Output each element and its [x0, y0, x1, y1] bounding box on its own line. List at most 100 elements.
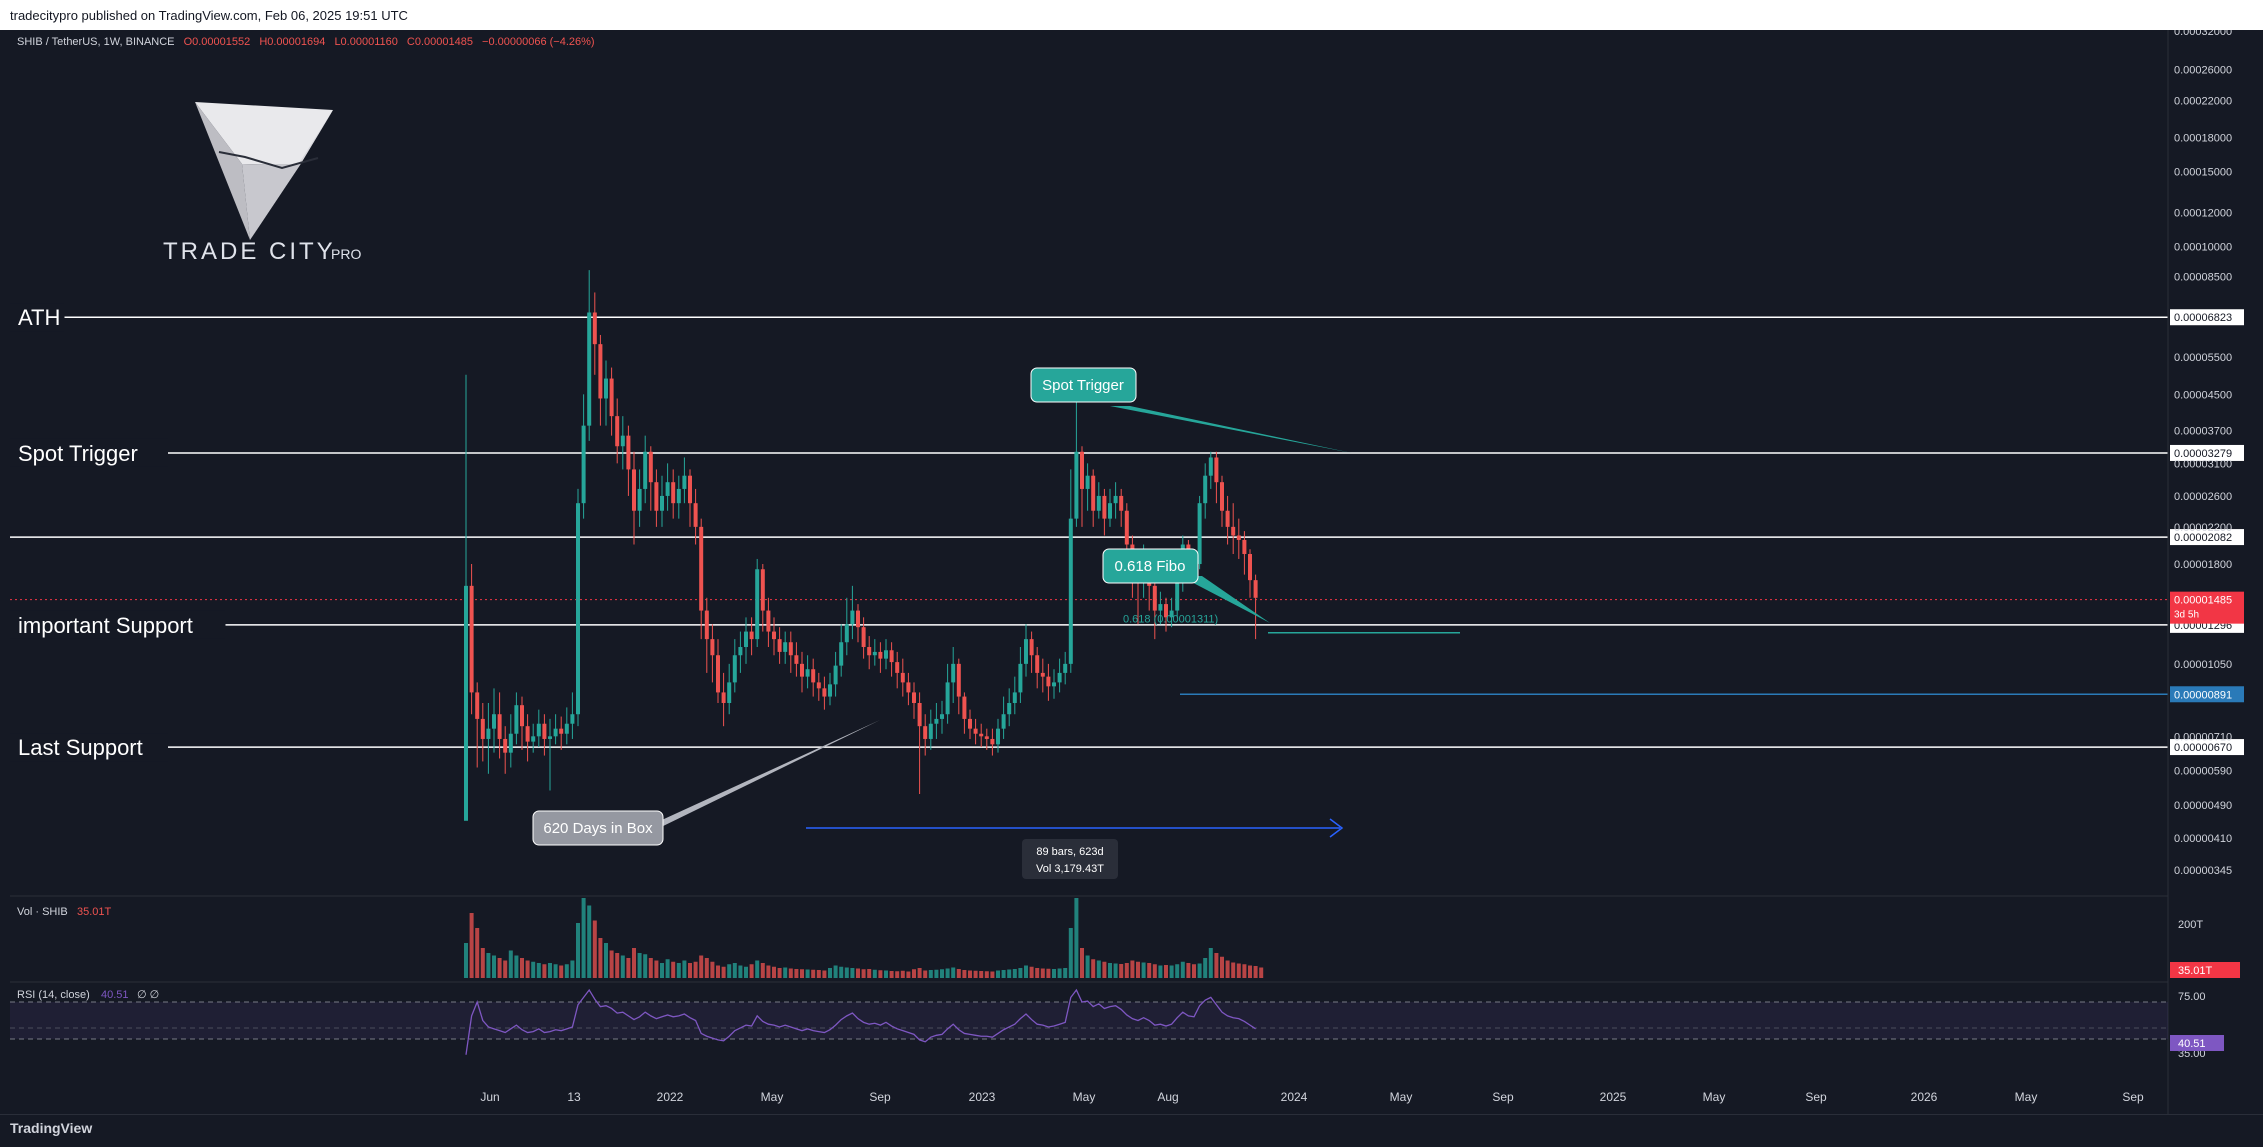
time-axis[interactable]: Jun 13 2022 May Sep 2023 May Aug 2024 May Sep 2025 M…	[480, 1090, 2144, 1104]
volume-bar	[1253, 966, 1258, 978]
price-tick-label: 0.00004500	[2174, 389, 2232, 401]
time-tick-label: 2022	[657, 1090, 684, 1104]
volume-bar	[917, 968, 922, 978]
candle-up	[1052, 682, 1056, 687]
volume-bar	[553, 964, 558, 978]
candle-down	[984, 736, 989, 739]
volume-bar	[581, 898, 586, 978]
rsi-flags: ∅ ∅	[137, 989, 159, 1001]
candle-down	[800, 663, 804, 677]
volume-bar	[469, 913, 474, 978]
candle-down	[777, 639, 782, 652]
candle-down	[469, 585, 474, 693]
rsi-pane[interactable]: RSI (14, close) 40.51 ∅ ∅ 75.00 35.00 40…	[10, 988, 2224, 1060]
volume-bar	[1175, 964, 1180, 978]
volume-bar	[1242, 964, 1247, 978]
volume-bar	[928, 970, 933, 978]
price-tick-label: 0.00005500	[2174, 352, 2232, 364]
candle-down	[704, 610, 709, 640]
time-tick-label: May	[1073, 1090, 1096, 1104]
ohlc-high: H0.00001694	[259, 36, 325, 48]
candle-up	[1158, 604, 1163, 611]
volume-bar	[1164, 965, 1168, 978]
tradingview-logo[interactable]: TradingView	[10, 1120, 92, 1136]
candle-up	[1175, 580, 1180, 611]
candle-down	[889, 650, 894, 663]
candle-up	[940, 714, 944, 719]
volume-bar	[800, 969, 804, 978]
volume-value: 35.01T	[77, 906, 112, 918]
publish-header-text: tradecitypro published on TradingView.co…	[10, 8, 408, 23]
volume-bar	[900, 970, 905, 978]
candle-down	[648, 451, 653, 483]
rsi-line	[465, 988, 1256, 1055]
candle-down	[721, 692, 726, 703]
volume-bar	[1113, 963, 1118, 978]
candle-down	[822, 688, 827, 697]
price-tick-label: 0.00000410	[2174, 833, 2232, 845]
candle-up	[637, 488, 642, 511]
volume-bar	[587, 905, 592, 978]
price-axis[interactable]: 0.00032000 0.00026000 0.00022000 0.00018000…	[2174, 30, 2232, 877]
candle-down	[688, 475, 692, 504]
box-callout-pointer	[640, 720, 880, 830]
price-tick-label: 0.00022000	[2174, 95, 2232, 107]
volume-bar	[643, 954, 648, 978]
volume-bar	[839, 966, 844, 978]
time-tick-label: 2023	[969, 1090, 996, 1104]
tradingview-logo-text: TradingView	[10, 1120, 93, 1136]
volume-bar	[856, 968, 860, 978]
volume-bar	[1052, 969, 1056, 978]
candles-layer	[464, 270, 1258, 821]
volume-bar	[654, 960, 659, 978]
volume-bar	[1035, 968, 1040, 978]
range-bars-text: 89 bars, 623d	[1036, 846, 1103, 858]
candle-up	[464, 585, 468, 821]
candle-up	[833, 665, 838, 685]
candle-down	[906, 682, 911, 693]
candle-up	[1024, 639, 1028, 664]
volume-bar	[1063, 968, 1068, 978]
candle-up	[783, 642, 788, 652]
time-tick-label: May	[2015, 1090, 2038, 1104]
current-price-badge	[2170, 591, 2244, 624]
volume-bar	[1186, 963, 1191, 978]
level-label: Spot Trigger	[18, 441, 138, 466]
candle-down	[1225, 510, 1230, 527]
candle-down	[598, 344, 603, 399]
price-tick-label: 0.00000590	[2174, 766, 2232, 778]
price-chart[interactable]: SHIB / TetherUS, 1W, BINANCE O0.00001552…	[0, 30, 2263, 1114]
candle-up	[643, 451, 648, 489]
candle-down	[1220, 482, 1224, 511]
volume-bar	[1012, 969, 1017, 978]
candle-down	[475, 692, 480, 719]
volume-bar	[895, 971, 900, 978]
candle-down	[710, 639, 715, 656]
volume-bar	[1102, 961, 1107, 978]
volume-bar	[794, 969, 799, 978]
volume-bar	[704, 958, 709, 978]
ohlc-low: L0.00001160	[334, 36, 397, 48]
volume-bar	[979, 971, 984, 978]
box-days-callout	[532, 810, 664, 846]
time-tick-label: 2024	[1281, 1090, 1308, 1104]
time-tick-label: 2026	[1911, 1090, 1938, 1104]
candle-up	[996, 728, 1000, 745]
range-arrow-head	[1329, 818, 1344, 838]
candle-down	[1046, 676, 1051, 687]
volume-bar	[615, 953, 620, 978]
volume-bar	[805, 969, 810, 978]
volume-bar	[732, 963, 737, 978]
candle-down	[716, 655, 720, 693]
volume-bar	[760, 963, 765, 978]
volume-bar	[682, 960, 687, 978]
candle-down	[1152, 585, 1157, 611]
candle-up	[676, 488, 681, 504]
candle-up	[536, 723, 541, 737]
candle-down	[1102, 495, 1107, 519]
volume-bar	[508, 950, 513, 978]
candle-up	[850, 610, 855, 625]
volume-pane[interactable]: Vol · SHIB 35.01T 200T 35.01T	[17, 898, 2240, 978]
time-tick-label: Sep	[1492, 1090, 1514, 1104]
